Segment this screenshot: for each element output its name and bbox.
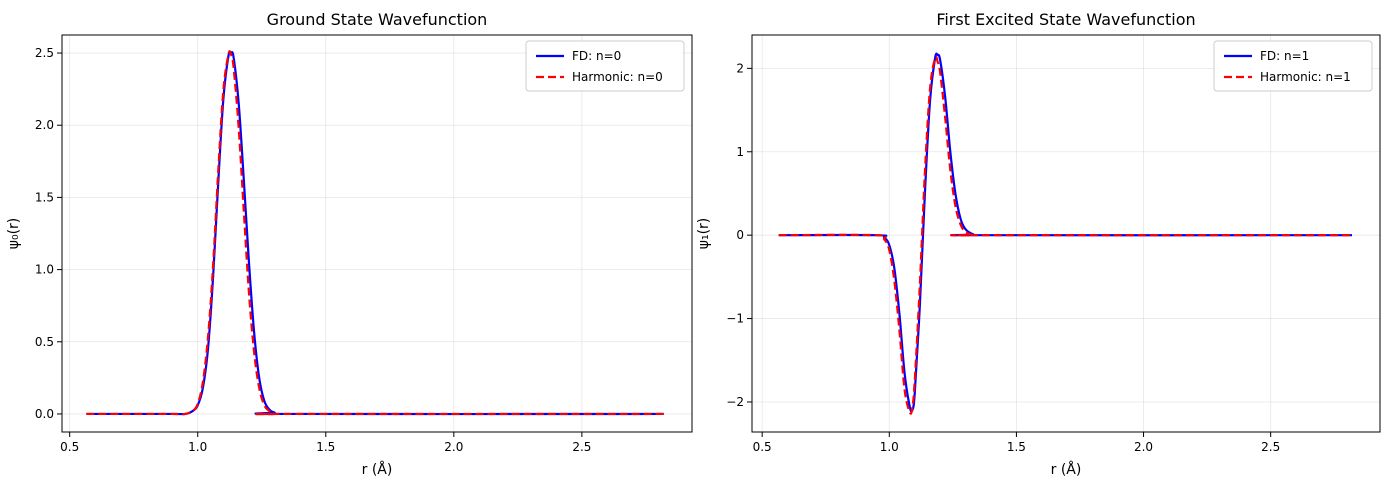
ground-state-panel: 0.5 1.0 1.5 2.0 2.5 0.0 0.5 1.0 1.5 2.0 2.5 Groun… [6,10,693,478]
chart-title: First Excited State Wavefunction [936,10,1195,29]
y-tick-label: 0.5 [35,335,54,349]
x-tick-label: 2.5 [1261,440,1280,454]
x-tick-label: 1.5 [1007,440,1026,454]
x-axis-label: r (Å) [1051,461,1082,478]
x-tick-label: 1.5 [316,440,335,454]
y-tick-label: −1 [726,312,744,326]
x-tick-label: 1.0 [188,440,207,454]
series-line-harmonic [86,50,664,416]
legend-entry-label: Harmonic: n=1 [1260,70,1351,84]
legend: FD: n=1 Harmonic: n=1 [1213,40,1373,92]
x-tick-label: 2.0 [1134,440,1153,454]
first-excited-state-panel: 0.5 1.0 1.5 2.0 2.5 −2 −1 0 1 2 First Excited St… [696,10,1381,478]
legend-box [1213,40,1373,92]
y-tick-label: 0.0 [35,407,54,421]
y-tick-label: 0 [736,228,744,242]
y-tick-label: −2 [726,395,744,409]
y-axis-label: ψ₁(r) [696,218,712,250]
series-line-harmonic [778,55,1353,415]
x-tick-label: 2.0 [444,440,463,454]
x-tick-label: 0.5 [60,440,79,454]
legend: FD: n=0 Harmonic: n=0 [525,40,685,92]
legend-box [525,40,685,92]
y-tick-label: 2.5 [35,46,54,60]
plot-frame [751,34,1381,433]
y-tick-label: 1 [736,145,744,159]
y-tick-label: 2.0 [35,118,54,132]
legend-entry-label: FD: n=0 [572,49,621,63]
y-tick-label: 1.0 [35,263,54,277]
y-tick-label: 1.5 [35,190,54,204]
series-line-fd [86,50,664,416]
legend-entry-label: Harmonic: n=0 [572,70,663,84]
series-line-fd [778,52,1353,413]
x-tick-label: 1.0 [880,440,899,454]
x-axis-label: r (Å) [362,461,393,478]
y-axis-label: ψ₀(r) [6,218,22,250]
y-tick-label: 2 [736,61,744,75]
x-tick-label: 0.5 [753,440,772,454]
chart-title: Ground State Wavefunction [267,10,488,29]
x-tick-label: 2.5 [572,440,591,454]
legend-entry-label: FD: n=1 [1260,49,1309,63]
plot-frame [61,34,693,433]
